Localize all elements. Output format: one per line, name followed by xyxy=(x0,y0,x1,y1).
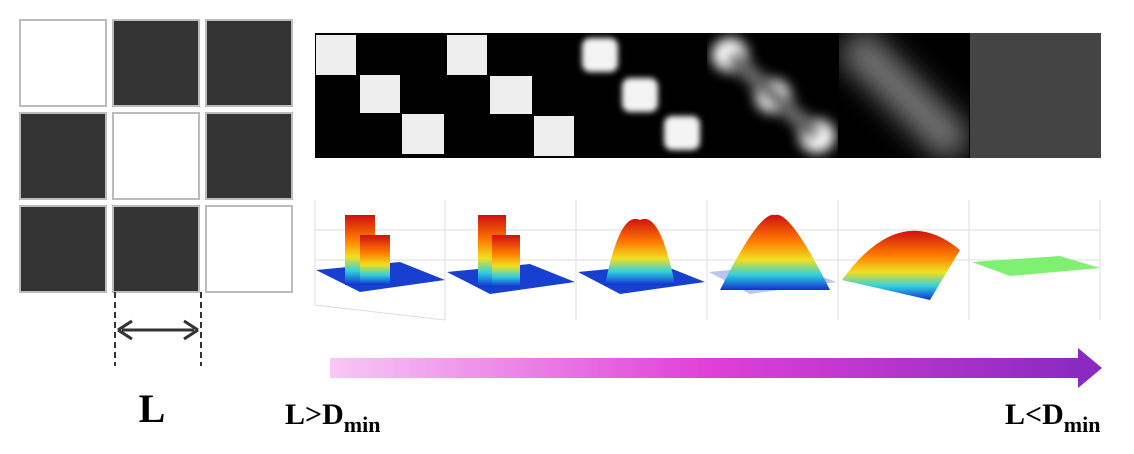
checker-grid xyxy=(20,20,292,292)
image-strip xyxy=(315,33,1101,158)
length-label: L xyxy=(139,386,166,431)
range-end-sub: min xyxy=(1064,412,1101,437)
range-start-main: L>D xyxy=(285,398,344,431)
range-start-sub: min xyxy=(344,412,381,437)
range-end-main: L<D xyxy=(1005,398,1064,431)
figure: L xyxy=(0,0,1134,454)
